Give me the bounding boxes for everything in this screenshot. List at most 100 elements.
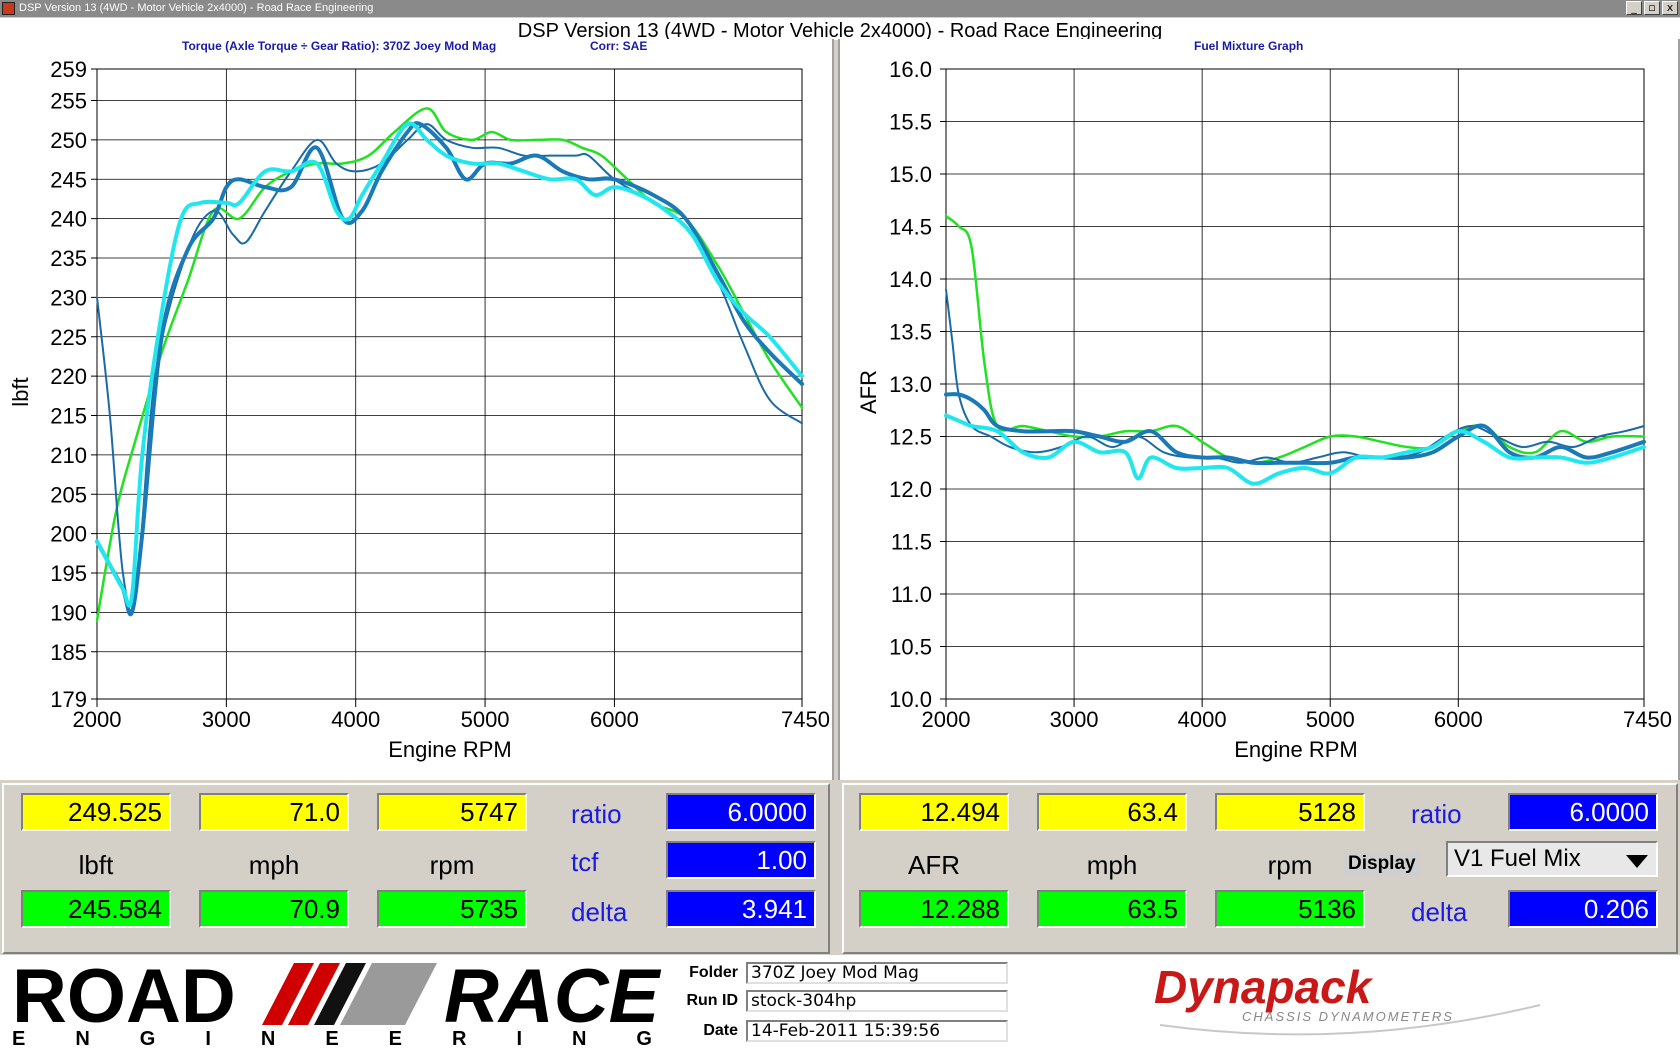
torque-ytick-label: 185 [50,640,87,665]
afr-xtick-label: 2000 [922,707,971,732]
tcf-label: tcf [571,847,599,877]
delta-label-afr: delta [1411,897,1468,927]
afr-series-line-2 [944,392,1646,466]
torque-ytick-label: 235 [50,246,87,271]
afr-xtick-label: 6000 [1434,707,1483,732]
torque-ytick-label: 255 [50,89,87,114]
unit-afr: AFR [908,850,960,880]
torque-xtick-label: 4000 [331,707,380,732]
cursor1-mph: 71.0 [199,793,349,831]
ratio-label: ratio [571,799,622,829]
unit-mph-afr: mph [1086,850,1138,880]
footer: ROAD RACE E N G I N E E R I N G Folder 3… [0,955,1680,1050]
window-titlebar: DSP Version 13 (4WD - Motor Vehicle 2x40… [0,0,1680,17]
afr-chart-panel: Fuel Mixture Graph 16.0 15.5 15.0 14.5 14.0 1… [838,39,1680,780]
afr-chart-title: Fuel Mixture Graph [1194,39,1304,53]
dynapack-logo: Dynapack CHASSIS DYNAMOMETERS [1154,961,1541,1036]
cursor1-mph-afr: 63.4 [1037,793,1187,831]
afr-ytick-label: 14.5 [889,215,932,240]
afr-chart[interactable]: 16.0 15.5 15.0 14.5 14.0 13.5 13.0 12.5 12.0 11.5… [840,39,1678,780]
torque-ytick-label: 195 [50,561,87,586]
cursor2-mph: 70.9 [199,890,349,928]
torque-ytick-label: 230 [50,285,87,310]
unit-mph: mph [248,850,300,880]
afr-ytick-label: 12.0 [889,477,932,502]
torque-xtick-label: 5000 [461,707,510,732]
ratio-value-afr: 6.0000 [1508,793,1658,831]
torque-series-line-2 [95,121,804,617]
display-button[interactable]: Display [1344,851,1420,877]
chevron-down-icon [1626,855,1648,868]
cursor1-rpm: 5747 [377,793,527,831]
afr-xtick-label: 3000 [1050,707,1099,732]
cursor1-afr: 12.494 [859,793,1009,831]
torque-plot-area [96,68,803,700]
unit-lbft: lbft [78,850,114,880]
afr-ytick-label: 13.0 [889,372,932,397]
afr-ytick-label: 14.0 [889,267,932,292]
folder-field: 370Z Joey Mod Mag [746,962,1008,984]
afr-ytick-label: 13.5 [889,320,932,345]
unit-rpm-afr: rpm [1267,850,1313,880]
torque-ytick-label: 240 [50,207,87,232]
afr-series-line-1 [945,288,1645,464]
afr-ytick-label: 12.5 [889,425,932,450]
svg-text:CHASSIS DYNAMOMETERS: CHASSIS DYNAMOMETERS [1242,1009,1454,1024]
afr-series-line-3 [944,413,1646,486]
torque-ytick-label: 259 [50,57,87,82]
close-button[interactable]: x [1662,1,1678,15]
ratio-label-afr: ratio [1411,799,1462,829]
tcf-value: 1.00 [666,841,816,879]
torque-xtick-label: 3000 [202,707,251,732]
delta-label: delta [571,897,628,927]
delta-value: 3.941 [666,890,816,928]
svg-text:ROAD: ROAD [12,955,236,1039]
torque-ytick-label: 220 [50,364,87,389]
torque-ytick-label: 245 [50,167,87,192]
svg-text:Dynapack: Dynapack [1154,961,1374,1013]
cursor1-rpm-afr: 5128 [1215,793,1365,831]
display-select-value: V1 Fuel Mix [1454,845,1581,872]
torque-ytick-label: 205 [50,482,87,507]
display-select[interactable]: V1 Fuel Mix [1446,841,1658,877]
correction-label: Corr: SAE [590,39,648,53]
afr-xtick-label: 4000 [1178,707,1227,732]
torque-ytick-label: 250 [50,128,87,153]
torque-series-line-1 [96,123,803,613]
minimize-button[interactable]: _ [1626,1,1642,15]
afr-xtick-label: 7450 [1623,707,1672,732]
runid-label: Run ID [686,992,738,1009]
maximize-button[interactable]: ▫ [1644,1,1660,15]
torque-chart[interactable]: 259 255 250 245 240 235 230 225 220 215 210 205 200 1… [0,39,832,780]
torque-series-line-0 [95,107,804,622]
unit-rpm: rpm [429,850,475,880]
torque-xtick-label: 7450 [781,707,830,732]
torque-ytick-label: 210 [50,443,87,468]
delta-value-afr: 0.206 [1508,890,1658,928]
torque-ytick-label: 225 [50,325,87,350]
torque-series-line-3 [95,121,804,608]
date-field: 14-Feb-2011 15:39:56 [746,1020,1008,1042]
torque-xtick-label: 6000 [590,707,639,732]
torque-y-axis-title: lbft [8,377,33,406]
torque-readout-panel: 249.525 71.0 5747 lbft mph rpm 245.584 7… [2,783,830,954]
afr-ytick-label: 15.5 [889,110,932,135]
torque-xtick-label: 2000 [73,707,122,732]
afr-x-axis-title: Engine RPM [1234,737,1358,762]
date-label: Date [703,1022,738,1039]
ratio-value: 6.0000 [666,793,816,831]
afr-ytick-label: 10.0 [889,687,932,712]
torque-ytick-label: 179 [50,687,87,712]
afr-ytick-label: 15.0 [889,162,932,187]
torque-ytick-label: 190 [50,600,87,625]
cursor2-mph-afr: 63.5 [1037,890,1187,928]
torque-ytick-label: 200 [50,522,87,547]
svg-text:RACE: RACE [444,955,662,1039]
torque-chart-title: Torque (Axle Torque ÷ Gear Ratio): 370Z … [182,39,497,53]
afr-y-axis-title: AFR [856,370,881,414]
cursor2-rpm-afr: 5136 [1215,890,1365,928]
folder-label: Folder [689,964,738,981]
road-race-logo: ROAD RACE E N G I N E E R I N G [12,955,662,1047]
cursor2-torque: 245.584 [21,890,171,928]
torque-ytick-label: 215 [50,404,87,429]
